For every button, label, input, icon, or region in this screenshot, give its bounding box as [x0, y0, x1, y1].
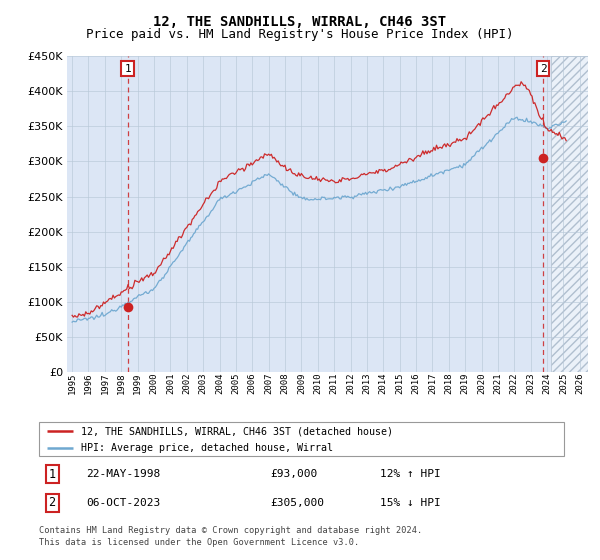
Text: 1998: 1998: [117, 372, 126, 394]
Text: 2015: 2015: [395, 372, 404, 394]
Text: 12% ↑ HPI: 12% ↑ HPI: [380, 469, 441, 479]
Text: HPI: Average price, detached house, Wirral: HPI: Average price, detached house, Wirr…: [81, 443, 333, 452]
Text: 2001: 2001: [166, 372, 175, 394]
Text: 2021: 2021: [493, 372, 502, 394]
Text: 2019: 2019: [461, 372, 470, 394]
Text: 2: 2: [540, 64, 547, 74]
Text: 1: 1: [49, 468, 56, 480]
Text: 1997: 1997: [100, 372, 109, 394]
Text: Contains HM Land Registry data © Crown copyright and database right 2024.: Contains HM Land Registry data © Crown c…: [39, 526, 422, 535]
Text: 2026: 2026: [575, 372, 584, 394]
Text: 2025: 2025: [559, 372, 568, 394]
Text: 06-OCT-2023: 06-OCT-2023: [86, 498, 161, 508]
Text: 2009: 2009: [297, 372, 306, 394]
Text: 2000: 2000: [149, 372, 158, 394]
Bar: [551, 56, 588, 372]
Text: 22-MAY-1998: 22-MAY-1998: [86, 469, 161, 479]
Bar: [551, 56, 588, 372]
Text: 2022: 2022: [510, 372, 519, 394]
Text: 2002: 2002: [182, 372, 191, 394]
Text: Price paid vs. HM Land Registry's House Price Index (HPI): Price paid vs. HM Land Registry's House …: [86, 28, 514, 41]
Text: 2016: 2016: [412, 372, 421, 394]
Text: 2003: 2003: [199, 372, 208, 394]
Text: 2010: 2010: [313, 372, 322, 394]
Text: 15% ↓ HPI: 15% ↓ HPI: [380, 498, 441, 508]
Text: 12, THE SANDHILLS, WIRRAL, CH46 3ST: 12, THE SANDHILLS, WIRRAL, CH46 3ST: [154, 15, 446, 29]
Text: 2006: 2006: [248, 372, 257, 394]
Text: 2008: 2008: [281, 372, 290, 394]
Text: 2011: 2011: [329, 372, 338, 394]
Text: 2007: 2007: [264, 372, 273, 394]
Text: 2018: 2018: [444, 372, 453, 394]
Text: 1999: 1999: [133, 372, 142, 394]
Text: £305,000: £305,000: [270, 498, 324, 508]
Text: 2017: 2017: [428, 372, 437, 394]
Text: 2: 2: [49, 497, 56, 510]
Text: 12, THE SANDHILLS, WIRRAL, CH46 3ST (detached house): 12, THE SANDHILLS, WIRRAL, CH46 3ST (det…: [81, 426, 393, 436]
Text: 2024: 2024: [542, 372, 551, 394]
FancyBboxPatch shape: [39, 422, 564, 456]
Text: 2005: 2005: [232, 372, 241, 394]
Text: 2013: 2013: [362, 372, 371, 394]
Text: 2020: 2020: [477, 372, 486, 394]
Text: 2012: 2012: [346, 372, 355, 394]
Text: 2023: 2023: [526, 372, 535, 394]
Text: 1996: 1996: [84, 372, 93, 394]
Text: This data is licensed under the Open Government Licence v3.0.: This data is licensed under the Open Gov…: [39, 538, 359, 547]
Text: 1995: 1995: [68, 372, 77, 394]
Text: £93,000: £93,000: [270, 469, 317, 479]
Text: 2004: 2004: [215, 372, 224, 394]
Text: 1: 1: [124, 64, 131, 74]
Text: 2014: 2014: [379, 372, 388, 394]
